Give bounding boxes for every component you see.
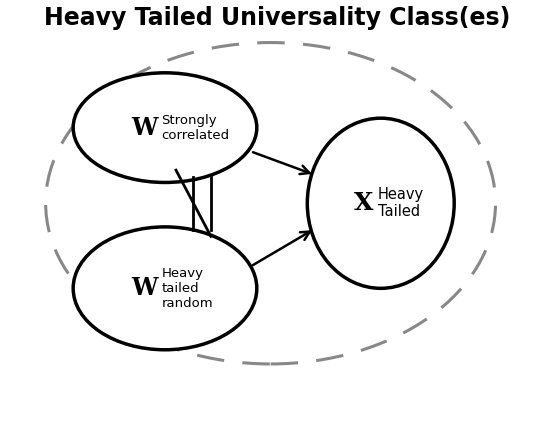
Text: Heavy
tailed
random: Heavy tailed random (161, 267, 213, 310)
Text: W: W (131, 116, 158, 140)
Ellipse shape (73, 73, 257, 182)
Text: Heavy
Tailed: Heavy Tailed (378, 187, 424, 219)
Text: W: W (131, 276, 158, 300)
Text: X: X (354, 191, 373, 215)
Ellipse shape (73, 227, 257, 350)
Ellipse shape (307, 118, 454, 288)
Text: Heavy Tailed Universality Class(es): Heavy Tailed Universality Class(es) (44, 6, 510, 30)
Text: Strongly
correlated: Strongly correlated (161, 114, 229, 142)
